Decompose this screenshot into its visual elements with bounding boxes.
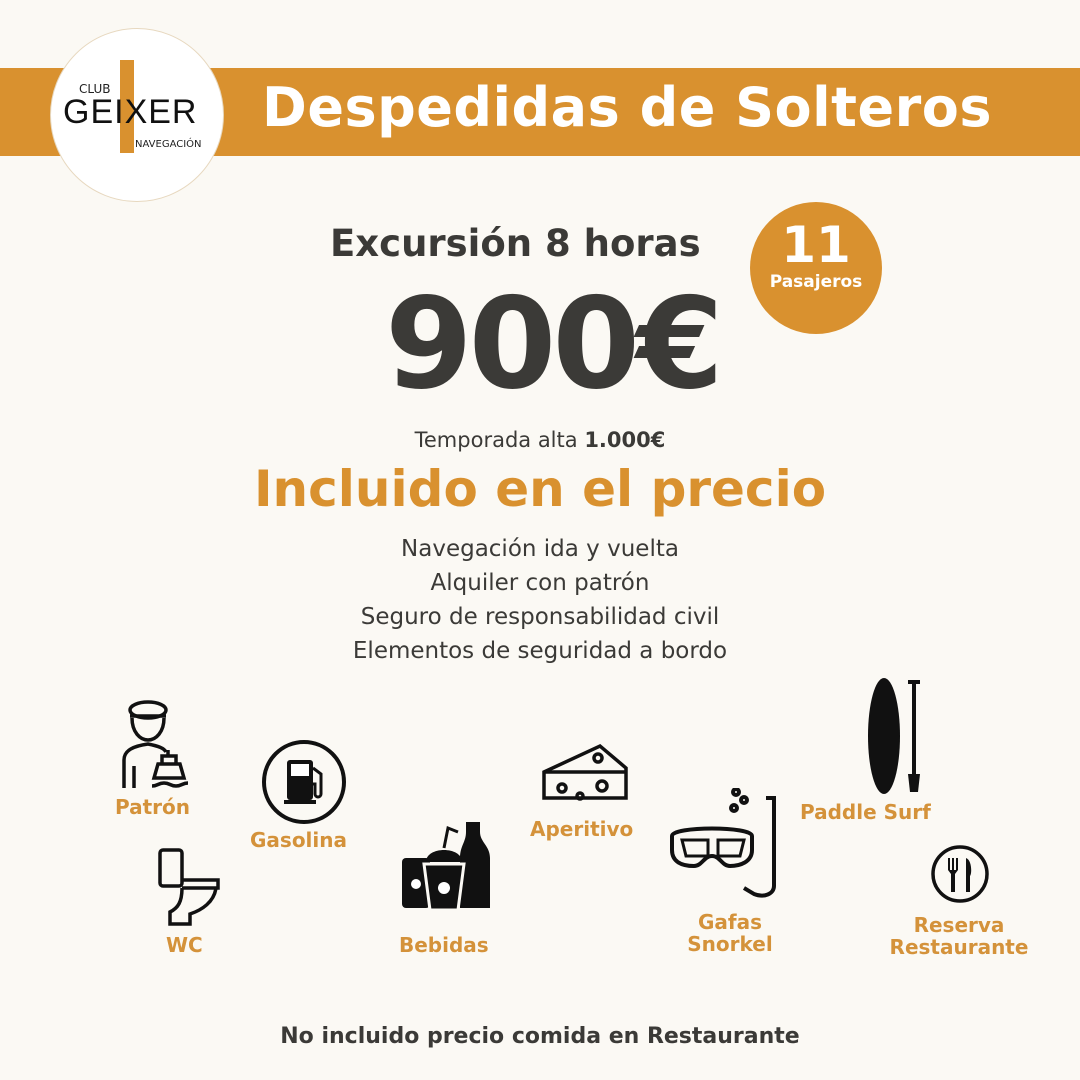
feature-label: Paddle Surf xyxy=(800,800,931,824)
page-title: Despedidas de Solteros xyxy=(262,76,992,139)
logo-bar xyxy=(120,60,134,153)
season-price: Temporada alta 1.000€ xyxy=(0,428,1080,452)
logo-club: CLUB xyxy=(79,82,111,96)
restaurant-icon xyxy=(930,844,990,904)
price: 900€ xyxy=(385,270,724,417)
included-list: Navegación ida y vuelta Alquiler con pat… xyxy=(0,532,1080,668)
passengers-badge: 11 Pasajeros xyxy=(750,202,882,334)
list-item: Elementos de seguridad a bordo xyxy=(352,638,728,664)
included-title: Incluido en el precio xyxy=(253,460,827,518)
list-item: Seguro de responsabilidad civil xyxy=(360,604,720,630)
toilet-icon xyxy=(154,848,224,926)
footer-note: No incluido precio comida en Restaurante xyxy=(280,1024,800,1049)
snorkel-mask-icon xyxy=(668,788,780,900)
drinks-icon xyxy=(400,820,492,912)
logo-name: GEIXER xyxy=(63,93,198,131)
logo: CLUB GEIXER NAVEGACIÓN xyxy=(50,28,224,202)
season-value: 1.000€ xyxy=(584,428,666,452)
captain-icon xyxy=(118,700,190,792)
feature-label: Reserva Restaurante xyxy=(888,914,1030,958)
feature-label: Bebidas xyxy=(399,933,489,957)
logo-subtitle: NAVEGACIÓN xyxy=(135,139,202,150)
passengers-count: 11 xyxy=(781,216,851,274)
paddle-board-icon xyxy=(864,678,926,798)
fuel-pump-icon xyxy=(260,738,348,826)
passengers-label: Pasajeros xyxy=(769,272,863,292)
feature-label-text: Reserva Restaurante xyxy=(889,913,1029,959)
feature-label: Patrón xyxy=(115,795,191,819)
feature-label-text: Gafas Snorkel xyxy=(687,910,773,956)
list-item: Alquiler con patrón xyxy=(430,570,650,596)
feature-label: Gafas Snorkel xyxy=(684,911,776,955)
list-item: Navegación ida y vuelta xyxy=(401,536,679,562)
cheese-icon xyxy=(540,742,630,810)
feature-label: Gasolina xyxy=(250,828,348,852)
feature-label: WC xyxy=(166,933,203,957)
season-label: Temporada alta xyxy=(414,428,578,452)
feature-label: Aperitivo xyxy=(530,817,634,841)
duration: Excursión 8 horas xyxy=(330,222,701,265)
